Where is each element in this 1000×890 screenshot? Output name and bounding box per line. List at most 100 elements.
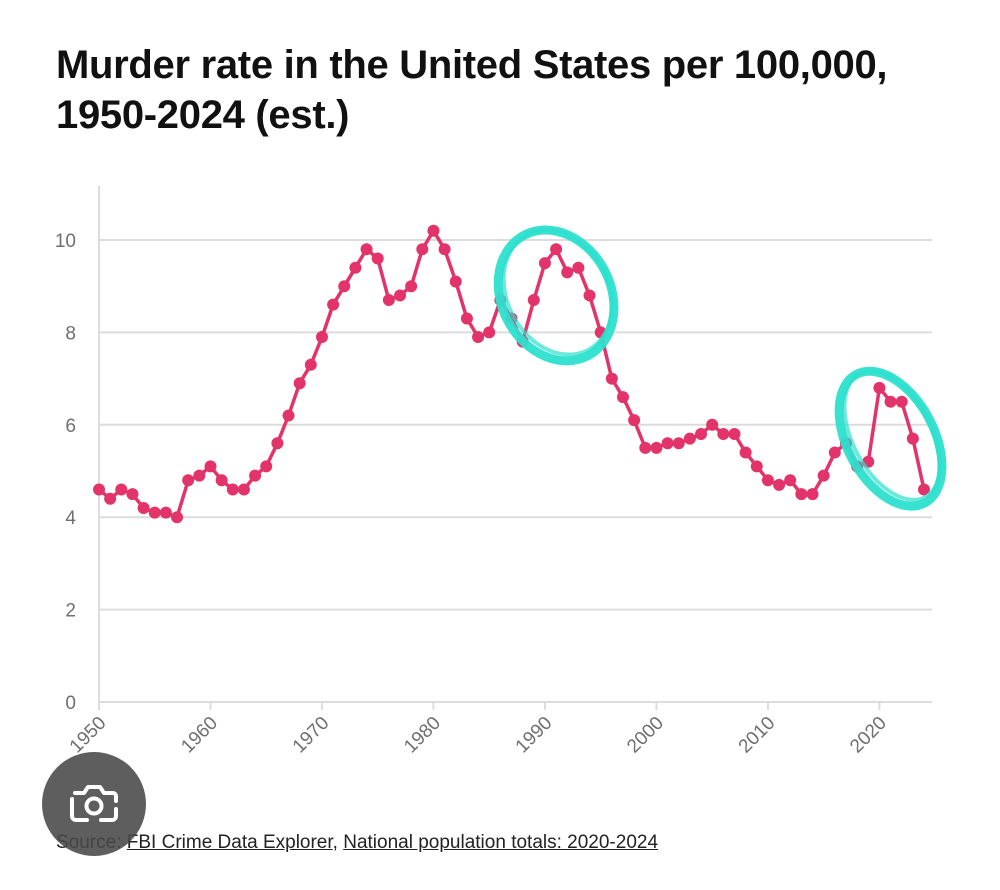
series-line	[97, 229, 926, 519]
y-axis-ticks: 0 2 4 6 8 10	[55, 231, 77, 714]
data-point	[806, 488, 819, 501]
data-point	[104, 492, 117, 505]
data-point	[394, 289, 407, 302]
data-point	[271, 437, 284, 450]
data-point	[260, 460, 273, 473]
data-point	[750, 460, 763, 473]
x-tick-label: 2020	[846, 713, 891, 758]
data-point	[427, 224, 440, 237]
data-point	[460, 312, 473, 325]
data-point	[572, 261, 585, 274]
data-point	[171, 511, 184, 524]
data-point	[315, 331, 328, 344]
data-point	[282, 409, 295, 422]
y-tick-label: 10	[55, 231, 76, 252]
data-point	[918, 483, 930, 496]
data-point	[193, 469, 206, 482]
y-tick-label: 0	[65, 693, 76, 714]
data-point	[583, 289, 596, 302]
grid-lines	[98, 186, 932, 703]
data-point	[672, 437, 685, 450]
data-point	[884, 395, 897, 408]
data-point	[683, 432, 696, 445]
source-note: Source: FBI Crime Data Explorer, Nationa…	[56, 832, 658, 854]
data-point	[360, 243, 373, 256]
data-point	[137, 501, 150, 514]
chart-title-line-1: Murder rate in the United States per 100…	[56, 43, 888, 87]
data-point	[293, 377, 306, 390]
x-tick-label: 2000	[623, 713, 668, 758]
highlight-stroke	[834, 366, 947, 511]
data-point	[895, 395, 908, 408]
x-axis-ticks: 1950 1960 1970 1980 1990 2000 2010 2020	[66, 702, 891, 757]
data-point	[616, 391, 629, 404]
data-point	[304, 358, 317, 371]
data-point	[371, 252, 384, 265]
data-point	[527, 294, 540, 307]
source-link-fbi[interactable]: FBI Crime Data Explorer	[126, 832, 333, 853]
data-point	[204, 460, 217, 473]
data-point	[661, 437, 674, 450]
data-point	[483, 326, 496, 339]
highlight-stroke-inner	[842, 369, 943, 502]
data-point	[795, 488, 808, 501]
data-point	[561, 266, 574, 279]
data-point	[773, 478, 786, 491]
data-point	[349, 261, 362, 274]
x-tick-label: 1980	[400, 713, 445, 758]
data-point	[817, 469, 830, 482]
y-tick-label: 4	[65, 508, 76, 529]
data-point	[828, 446, 841, 459]
data-point	[405, 280, 418, 293]
data-point	[115, 483, 128, 496]
source-link-population[interactable]: National population totals: 2020-2024	[343, 832, 659, 853]
data-point	[550, 243, 563, 256]
chart-title-line-2: 1950-2024 (est.)	[56, 93, 350, 137]
data-point	[906, 432, 919, 445]
data-point	[416, 243, 429, 256]
data-point	[873, 381, 886, 394]
data-point	[605, 372, 618, 385]
y-tick-label: 2	[65, 601, 76, 622]
source-separator: ,	[332, 832, 344, 853]
data-point	[148, 506, 161, 519]
data-point	[728, 428, 741, 441]
data-point	[761, 474, 774, 487]
x-tick-label: 1990	[512, 713, 557, 758]
x-tick-label: 1960	[177, 713, 222, 758]
y-tick-label: 6	[65, 416, 76, 437]
data-point	[182, 474, 195, 487]
google-lens-camera-icon	[70, 785, 118, 822]
data-point	[226, 483, 239, 496]
data-point	[472, 331, 485, 344]
data-point	[382, 294, 395, 307]
data-point	[639, 441, 652, 454]
data-point	[327, 298, 340, 311]
lens-overlay-button[interactable]	[42, 752, 146, 856]
data-points	[93, 224, 930, 524]
data-point	[538, 257, 551, 270]
data-point	[739, 446, 752, 459]
highlight-circles	[493, 225, 947, 511]
data-point	[438, 243, 451, 256]
data-point	[717, 428, 730, 441]
data-point	[338, 280, 351, 293]
data-point	[784, 474, 797, 487]
x-tick-label: 1950	[66, 713, 111, 758]
data-point	[215, 474, 228, 487]
highlight-stroke-inner	[501, 227, 614, 357]
data-point	[249, 469, 262, 482]
data-point	[695, 428, 708, 441]
highlight-circle-2	[834, 366, 947, 511]
data-point	[706, 418, 719, 431]
data-point	[449, 275, 462, 288]
data-point	[159, 506, 172, 519]
y-tick-label: 8	[65, 323, 76, 344]
data-point	[628, 414, 641, 427]
data-point	[126, 488, 139, 501]
data-point	[93, 483, 105, 496]
chart-title: Murder rate in the United States per 100…	[56, 40, 956, 140]
data-point	[237, 483, 250, 496]
highlight-circle-1	[493, 225, 619, 366]
